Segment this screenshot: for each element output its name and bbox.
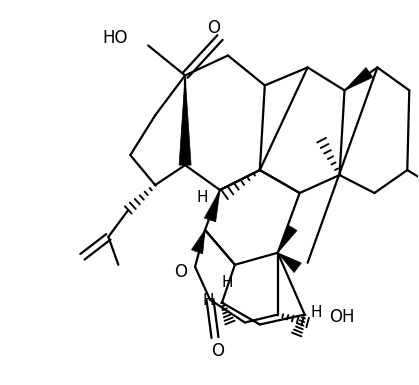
Text: H: H — [311, 305, 322, 320]
Polygon shape — [191, 230, 205, 254]
Polygon shape — [278, 225, 297, 253]
Text: H: H — [196, 191, 208, 206]
Text: OH: OH — [330, 308, 355, 326]
Text: O: O — [212, 342, 225, 360]
Text: O: O — [175, 263, 188, 281]
Polygon shape — [204, 190, 220, 222]
Text: H: H — [202, 293, 214, 308]
Polygon shape — [344, 68, 373, 90]
Text: H: H — [221, 275, 233, 290]
Polygon shape — [179, 75, 191, 165]
Polygon shape — [278, 253, 301, 273]
Text: HO: HO — [103, 28, 128, 47]
Text: O: O — [207, 18, 220, 37]
